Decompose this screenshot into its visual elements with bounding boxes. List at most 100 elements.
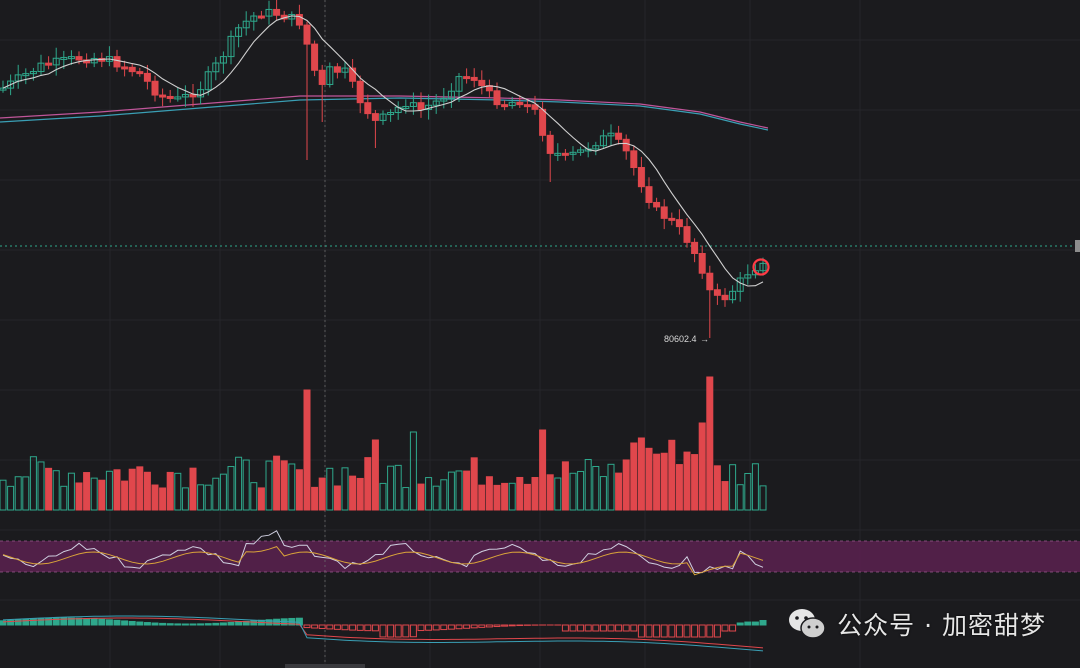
- volume-bar: [181, 487, 189, 511]
- macd-bar: [622, 624, 630, 632]
- volume-bar: [204, 484, 212, 511]
- macd-bar: [29, 618, 37, 626]
- macd-bar: [0, 620, 7, 626]
- macd-bar: [744, 621, 752, 626]
- volume-bar: [470, 457, 478, 511]
- candle-body: [113, 56, 121, 68]
- candle-body: [713, 289, 721, 296]
- candle-body: [645, 186, 653, 203]
- candle-body: [569, 151, 577, 155]
- candle-body: [417, 102, 425, 110]
- macd-bar: [569, 624, 577, 632]
- volume-bar: [432, 485, 440, 511]
- macd-bar: [485, 624, 493, 628]
- volume-bar: [257, 487, 265, 511]
- volume-bar: [364, 457, 372, 511]
- candle-body: [455, 76, 463, 92]
- volume-bar: [371, 439, 379, 511]
- candle-body: [159, 94, 167, 98]
- volume-bar: [675, 464, 683, 511]
- candle-body: [470, 76, 478, 81]
- candle-body: [219, 56, 227, 64]
- volume-bar: [637, 437, 645, 511]
- candle-body: [90, 57, 98, 64]
- candle-body: [599, 135, 607, 147]
- candle-body: [592, 145, 600, 150]
- oscillator-line-b: [2, 546, 764, 576]
- ma-slow-line-a: [0, 95, 769, 129]
- macd-bar: [189, 623, 197, 626]
- volume-bar: [599, 476, 607, 511]
- candle-body: [516, 101, 524, 106]
- candle-body: [356, 80, 364, 104]
- volume-bar: [493, 484, 501, 511]
- macd-bar: [455, 624, 463, 630]
- macd-bar: [447, 624, 455, 630]
- macd-bar: [227, 621, 235, 626]
- volume-bar: [333, 485, 341, 511]
- candle-body: [166, 95, 174, 99]
- candle-body: [615, 132, 623, 140]
- candle-body: [181, 93, 189, 98]
- candle-body: [493, 90, 501, 106]
- candle-body: [637, 167, 645, 188]
- macd-bar: [90, 618, 98, 626]
- volume-bar: [645, 447, 653, 511]
- candle-body: [691, 241, 699, 254]
- macd-bar: [584, 624, 592, 632]
- volume-bar: [751, 463, 759, 511]
- macd-bar: [607, 624, 615, 632]
- macd-bar: [653, 624, 661, 638]
- candle-body: [698, 252, 706, 274]
- candle-body: [250, 15, 258, 22]
- volume-bar: [90, 477, 98, 511]
- volume-bar: [219, 473, 227, 511]
- macd-bar: [698, 624, 706, 638]
- candle-body: [235, 27, 243, 37]
- candle-body: [303, 24, 311, 45]
- macd-bar: [235, 621, 243, 626]
- macd-bar: [478, 624, 486, 628]
- candle-body: [440, 97, 448, 102]
- volume-bar: [455, 470, 463, 511]
- candle-body: [341, 67, 349, 73]
- candle-body: [37, 62, 45, 73]
- macd-bar: [273, 618, 281, 626]
- macd-bar: [501, 624, 509, 627]
- candle-body: [227, 35, 235, 58]
- volume-bar: [485, 476, 493, 511]
- volume-bar: [447, 471, 455, 511]
- volume-bar: [561, 461, 569, 511]
- macd-bar: [333, 624, 341, 630]
- volume-bar: [212, 477, 220, 511]
- macd-bar: [599, 624, 607, 632]
- volume-bar: [318, 477, 326, 511]
- candle-body: [409, 102, 417, 107]
- macd-bar: [128, 620, 136, 626]
- volume-bar: [227, 466, 235, 511]
- candle-body: [143, 72, 151, 82]
- macd-bar: [637, 624, 645, 638]
- macd-bar: [67, 617, 75, 626]
- volume-bar: [539, 429, 547, 511]
- macd-bar: [181, 623, 189, 626]
- volume-bar: [113, 469, 121, 511]
- candle-body: [52, 57, 60, 66]
- macd-bar: [356, 624, 364, 631]
- volume-bar: [105, 470, 113, 511]
- candle-body: [128, 66, 136, 73]
- volume-bar: [584, 458, 592, 511]
- watermark: 公众号 · 加密甜梦: [787, 606, 1046, 642]
- volume-bar: [706, 376, 714, 511]
- volume-bar: [425, 477, 433, 511]
- volume-bar: [288, 463, 296, 511]
- macd-bar: [493, 624, 501, 628]
- volume-bar: [326, 467, 334, 511]
- volume-bar: [698, 422, 706, 511]
- volume-bar: [394, 464, 402, 511]
- crosshair-time-tag: [285, 664, 365, 668]
- candle-body: [379, 113, 387, 121]
- macd-bar: [660, 624, 668, 638]
- macd-bar: [645, 624, 653, 638]
- candle-body: [402, 105, 410, 109]
